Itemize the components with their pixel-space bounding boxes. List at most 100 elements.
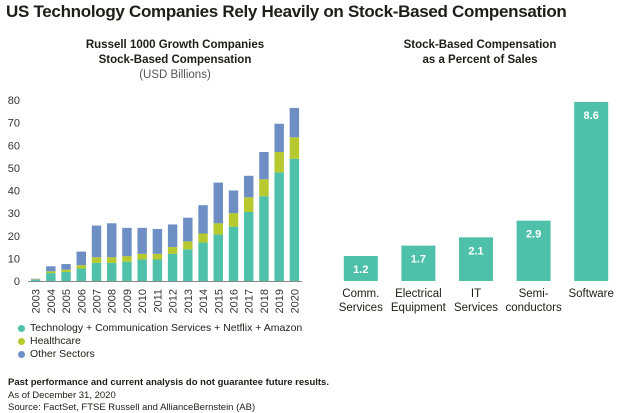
legend-item-tech: Technology + Communication Services + Ne… xyxy=(18,322,302,335)
category-label-line: Services xyxy=(338,302,383,314)
left-chart-title-line1: Russell 1000 Growth Companies xyxy=(85,39,265,51)
bar-segment-other xyxy=(137,227,147,254)
bar-segment-other xyxy=(213,182,223,224)
bar-segment-tech xyxy=(76,268,86,281)
bar-segment-other xyxy=(274,123,284,153)
percent-bar xyxy=(343,256,378,281)
x-tick-label: 2019 xyxy=(274,289,286,313)
bar-segment-tech xyxy=(91,262,102,281)
legend-label-healthcare: Healthcare xyxy=(30,335,81,347)
bar-segment-other xyxy=(289,107,300,138)
x-tick-label: 2005 xyxy=(61,289,73,313)
legend: Technology + Communication Services + Ne… xyxy=(18,322,302,361)
bar-segment-other xyxy=(122,227,132,257)
bar-segment-healthcare xyxy=(198,233,208,243)
x-tick-label: 2007 xyxy=(92,289,104,313)
category-label-line: Software xyxy=(568,288,614,300)
bar-segment-tech xyxy=(152,259,163,281)
y-tick-label: 40 xyxy=(8,186,20,198)
y-tick-label: 20 xyxy=(8,231,20,243)
bar-segment-healthcare xyxy=(122,256,132,262)
bar-segment-other xyxy=(107,223,117,258)
bar-segment-other xyxy=(30,278,41,280)
y-tick-label: 80 xyxy=(8,95,20,107)
x-tick-label: 2017 xyxy=(244,289,256,313)
bar-segment-other xyxy=(46,266,56,272)
bar-segment-healthcare xyxy=(137,253,147,260)
x-tick-label: 2003 xyxy=(31,289,43,313)
legend-item-healthcare: Healthcare xyxy=(18,335,302,348)
bar-segment-tech xyxy=(183,249,193,281)
main-title: US Technology Companies Rely Heavily on … xyxy=(6,2,567,21)
bar-segment-tech xyxy=(274,172,284,281)
data-label: 1.7 xyxy=(411,254,426,266)
percent-bar xyxy=(459,237,493,281)
percent-bar xyxy=(574,102,609,281)
category-label-line: Services xyxy=(453,302,499,314)
category-label: Software xyxy=(551,287,624,301)
x-tick-label: 2020 xyxy=(289,289,301,313)
category-label: Comm. Services xyxy=(321,287,401,315)
y-tick-label: 30 xyxy=(8,208,20,220)
x-tick-label: 2011 xyxy=(152,289,164,313)
data-label: 2.9 xyxy=(526,229,541,241)
bar-segment-tech xyxy=(213,234,223,281)
bar-segment-healthcare xyxy=(244,197,254,212)
bar-segment-healthcare xyxy=(289,137,300,159)
category-label: Semi-conductors xyxy=(494,287,574,315)
bar-segment-other xyxy=(61,264,71,270)
bar-segment-tech xyxy=(137,259,147,281)
percent-bar xyxy=(516,220,551,281)
bar-segment-tech xyxy=(198,242,208,281)
bar-segment-other xyxy=(228,190,239,214)
left-chart-heading: Russell 1000 Growth Companies Stock-Base… xyxy=(60,38,290,83)
bar-segment-other xyxy=(167,224,178,248)
source-note: Source: FactSet, FTSE Russell and Allian… xyxy=(8,402,256,413)
bar-segment-tech xyxy=(107,262,117,281)
bar-segment-healthcare xyxy=(274,152,284,173)
y-tick-label: 0 xyxy=(14,276,20,288)
percent-of-sales-bar-chart: 1.2 1.7 2.1 2.9 8.6 xyxy=(343,102,609,281)
bar-segment-other xyxy=(76,251,86,266)
right-chart-title-line2: as a Percent of Sales xyxy=(422,54,538,66)
bar-segment-other xyxy=(244,175,254,198)
bar-segment-tech xyxy=(167,253,178,281)
legend-label-tech: Technology + Communication Services + Ne… xyxy=(30,322,303,334)
bar-segment-healthcare xyxy=(61,269,71,272)
category-label-line: Electrical xyxy=(395,288,442,300)
category-label: IT Services xyxy=(436,287,516,315)
disclaimer: Past performance and current analysis do… xyxy=(8,377,329,388)
x-tick-label: 2008 xyxy=(107,289,119,313)
bar-segment-other xyxy=(259,152,269,180)
left-chart-title-line2: Stock-Based Compensation xyxy=(98,54,252,66)
category-label: Electrical Equipment xyxy=(378,287,458,315)
y-tick-label: 70 xyxy=(8,118,20,130)
data-label: 8.6 xyxy=(584,110,599,122)
right-chart-title-line1: Stock-Based Compensation xyxy=(403,39,557,51)
category-label-line: IT xyxy=(470,288,482,300)
bar-segment-healthcare xyxy=(259,179,269,197)
y-tick-label: 60 xyxy=(8,140,20,152)
legend-swatch-healthcare xyxy=(18,338,25,345)
x-tick-label: 2012 xyxy=(168,289,180,313)
x-tick-label: 2009 xyxy=(122,289,134,313)
bar-segment-other xyxy=(198,205,208,234)
bar-segment-other xyxy=(152,228,163,254)
x-tick-label: 2018 xyxy=(259,289,271,313)
category-label-line: Semi- xyxy=(518,288,549,300)
y-tick-label: 50 xyxy=(8,163,20,175)
bar-segment-other xyxy=(91,225,102,258)
percent-bar xyxy=(401,245,436,281)
x-tick-label: 2014 xyxy=(198,289,210,313)
bar-segment-healthcare xyxy=(213,223,223,235)
bar-segment-tech xyxy=(259,196,269,281)
x-tick-label: 2016 xyxy=(229,289,241,313)
bar-segment-healthcare xyxy=(152,253,163,260)
legend-label-other: Other Sectors xyxy=(30,348,95,360)
bar-segment-tech xyxy=(46,273,56,281)
bar-segment-healthcare xyxy=(107,257,117,263)
legend-swatch-other xyxy=(18,351,25,358)
bar-segment-healthcare xyxy=(167,247,178,254)
data-label: 1.2 xyxy=(353,264,368,276)
x-tick-label: 2013 xyxy=(183,289,195,313)
